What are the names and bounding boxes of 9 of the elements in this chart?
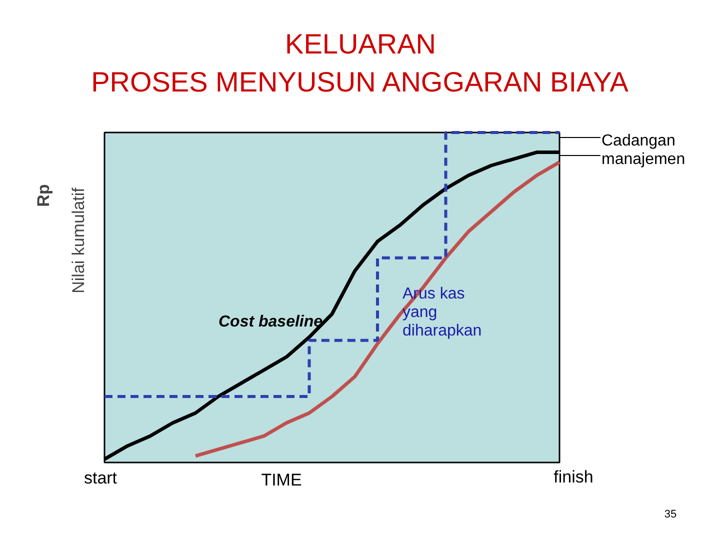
series-label: Cost baseline (218, 314, 323, 330)
y-axis-title: Nilai kumulatif (69, 187, 88, 294)
text: Cadangan manajemen (602, 132, 686, 168)
text: start (84, 468, 118, 488)
text: finish (554, 468, 594, 486)
text: 35 (664, 508, 677, 520)
text: TIME (261, 470, 302, 490)
chart-title: KELUARAN PROSES MENYUSUN ANGGARAN BIAYA (91, 28, 629, 98)
text: Rp (34, 184, 53, 207)
